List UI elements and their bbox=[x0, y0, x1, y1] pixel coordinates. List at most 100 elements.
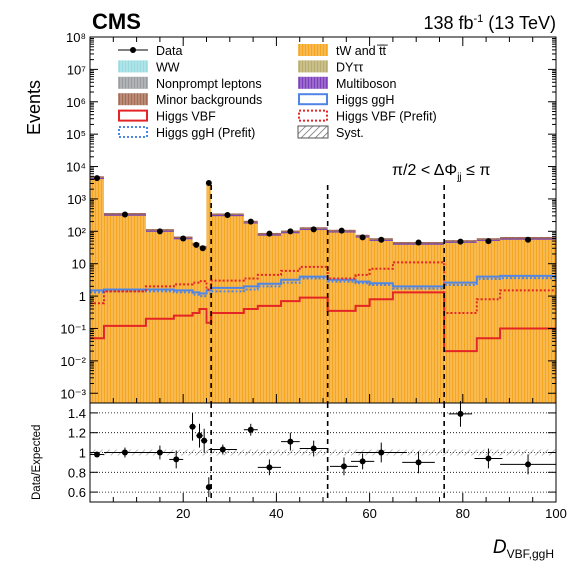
y-tick-label: 10⁶ bbox=[66, 95, 86, 110]
main-y-ticks: 10⁻³ 10⁻² 10⁻¹ 1 10 10² 10³ 10⁴ 10⁵ 10⁶ 10⁷ 10⁸ bbox=[60, 30, 556, 401]
ratio-point bbox=[415, 459, 422, 466]
y-tick-label: 10² bbox=[67, 224, 86, 239]
data-points bbox=[93, 175, 532, 252]
legend-item: Higgs ggH bbox=[298, 93, 394, 107]
ttbar-bar-texture bbox=[103, 214, 146, 403]
y-tick-label: 10⁵ bbox=[66, 127, 86, 142]
higgs-vbf-prefit-line bbox=[90, 261, 556, 315]
ratio-point bbox=[173, 456, 180, 463]
ttbar-bar-texture bbox=[355, 236, 370, 403]
ttbar-bar-texture bbox=[199, 247, 207, 403]
legend-label: DYττ bbox=[336, 60, 363, 74]
legend-item: Higgs VBF (Prefit) bbox=[298, 109, 437, 124]
legend-item: tW and t̅t̅ bbox=[298, 44, 388, 58]
legend-item: Higgs VBF bbox=[118, 109, 216, 124]
data-point bbox=[193, 241, 200, 248]
legend-swatch-texture bbox=[118, 76, 148, 89]
ratio-y-tick-label: 1.4 bbox=[68, 406, 86, 421]
data-point bbox=[180, 235, 187, 242]
ttbar-bar-texture bbox=[192, 244, 200, 403]
x-tick-label: 80 bbox=[456, 506, 470, 521]
legend-item: DYττ bbox=[298, 60, 363, 74]
legend-swatch-texture bbox=[118, 93, 148, 106]
data-point bbox=[525, 236, 532, 243]
data-point bbox=[199, 245, 206, 252]
y-tick-label: 1 bbox=[79, 289, 86, 304]
ratio-point bbox=[525, 461, 532, 468]
ttbar-bar-texture bbox=[211, 214, 244, 403]
legend-label: Syst. bbox=[336, 126, 364, 140]
x-tick-label: 20 bbox=[176, 506, 190, 521]
ratio-point bbox=[196, 432, 203, 439]
y-tick-label: 10 bbox=[72, 257, 86, 272]
legend-swatch bbox=[297, 125, 329, 139]
legend-item: Syst. bbox=[297, 125, 364, 140]
ttbar-bar-texture bbox=[299, 228, 328, 403]
ratio-point bbox=[201, 437, 208, 444]
data-point bbox=[205, 180, 212, 187]
ratio-y-tick-label: 0.6 bbox=[68, 485, 86, 500]
legend-item: Data bbox=[118, 44, 182, 58]
ratio-point bbox=[457, 410, 464, 417]
y-tick-label: 10⁴ bbox=[66, 160, 86, 175]
ratio-y-tick-label: 0.8 bbox=[68, 465, 86, 480]
ratio-y-tick-label: 1 bbox=[79, 446, 86, 461]
legend-label: tW and t̅t̅ bbox=[336, 44, 388, 58]
legend-label: Higgs ggH bbox=[336, 93, 394, 107]
legend-item: Nonprompt leptons bbox=[118, 76, 262, 91]
legend-swatch-texture bbox=[118, 60, 148, 73]
data-point bbox=[156, 228, 163, 235]
ttbar-bar-texture bbox=[327, 231, 356, 403]
ratio-point bbox=[485, 455, 492, 462]
ratio-point bbox=[247, 426, 254, 433]
y-tick-label: 10⁻² bbox=[60, 354, 86, 369]
x-axis-label: DVBF,ggH bbox=[493, 537, 554, 561]
ttbar-bar-texture bbox=[369, 239, 393, 403]
legend: Data tW and t̅t̅ WW DYττ Nonprompt leptons Mu… bbox=[118, 44, 437, 140]
ratio-point bbox=[359, 458, 366, 465]
ratio-point bbox=[219, 446, 226, 453]
region-label: π/2 < ΔΦjj ≤ π bbox=[392, 162, 490, 183]
data-point bbox=[485, 238, 492, 245]
legend-label: WW bbox=[156, 60, 180, 74]
ratio-point bbox=[340, 463, 347, 470]
ratio-y-ticks: 0.6 0.8 1 1.2 1.4 bbox=[68, 406, 556, 500]
ttbar-bar-texture bbox=[281, 232, 300, 403]
x-tick-label: 40 bbox=[269, 506, 283, 521]
ratio-points bbox=[90, 401, 556, 498]
ttbar-bar-texture bbox=[392, 243, 445, 403]
ratio-point bbox=[189, 423, 196, 430]
ratio-point bbox=[205, 484, 212, 491]
legend-item: Multiboson bbox=[298, 76, 396, 91]
legend-swatch bbox=[118, 126, 148, 138]
legend-marker bbox=[130, 47, 136, 53]
ratio-y-tick-label: 1.2 bbox=[68, 426, 86, 441]
ttbar-bar-texture bbox=[173, 238, 193, 403]
ratio-systematic-band bbox=[90, 449, 556, 456]
ttbar-bar-texture bbox=[206, 183, 212, 403]
data-point bbox=[415, 239, 422, 246]
ttbar-bar-texture bbox=[257, 234, 282, 403]
ttbar-bar-texture bbox=[444, 241, 477, 403]
ttbar-bar-texture bbox=[243, 222, 258, 403]
experiment-label: CMS bbox=[92, 9, 141, 34]
legend-label: Higgs VBF bbox=[156, 110, 216, 124]
y-tick-label: 10³ bbox=[67, 192, 86, 207]
legend-label: Minor backgrounds bbox=[156, 93, 262, 107]
legend-label: Higgs ggH (Prefit) bbox=[156, 126, 255, 140]
legend-swatch-texture bbox=[298, 76, 328, 89]
y-axis-label: Events bbox=[24, 80, 44, 135]
y-tick-label: 10⁷ bbox=[67, 62, 86, 77]
legend-item: Minor backgrounds bbox=[118, 93, 262, 107]
data-point bbox=[266, 230, 273, 237]
data-point bbox=[457, 238, 464, 245]
ratio-point bbox=[378, 449, 385, 456]
x-ticks: 20 40 60 80 100 bbox=[89, 37, 567, 521]
legend-label: Data bbox=[156, 44, 182, 58]
y-tick-label: 10⁸ bbox=[66, 30, 86, 45]
data-point bbox=[121, 211, 128, 218]
x-tick-label: 100 bbox=[545, 506, 567, 521]
ratio-point bbox=[310, 445, 317, 452]
legend-label: Nonprompt leptons bbox=[156, 77, 262, 91]
data-point bbox=[224, 211, 231, 218]
